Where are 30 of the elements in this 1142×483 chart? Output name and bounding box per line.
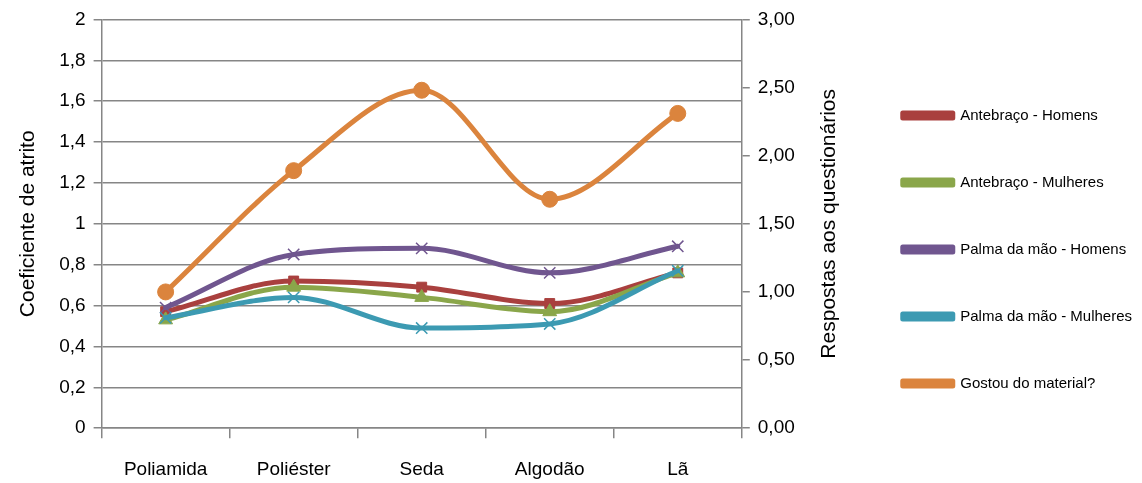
y-tick-label: 1 (75, 212, 86, 234)
y-tick-label: 0,6 (59, 293, 86, 315)
y-tick-label: 1,2 (59, 171, 86, 193)
legend-label: Antebraço - Mulheres (960, 172, 1104, 190)
y-tick-label: 0 (75, 416, 86, 438)
legend-label: Palma da mão - Mulheres (960, 306, 1133, 324)
y2-tick-label: 0,50 (757, 348, 795, 370)
x-tick-label: Algodão (514, 457, 585, 479)
y-tick-label: 1,8 (59, 48, 86, 70)
legend-label: Antebraço - Homens (960, 105, 1098, 123)
y2-tick-label: 1,00 (757, 280, 795, 302)
y-axis-title: Coeficiente de atrito (15, 130, 39, 318)
y-tick-label: 1,4 (59, 130, 87, 152)
y2-tick-label: 1,50 (757, 212, 795, 234)
y-tick-label: 0,8 (59, 252, 86, 274)
y2-tick-label: 3,00 (757, 7, 795, 29)
x-tick-label: Poliamida (123, 457, 208, 479)
y-tick-label: 0,2 (59, 375, 86, 397)
x-tick-label: Lã (667, 457, 689, 479)
y2-tick-label: 2,00 (757, 143, 795, 165)
x-tick-label: Seda (399, 457, 445, 479)
legend-label: Palma da mão - Homens (960, 239, 1127, 257)
y2-axis-title: Respostas aos questionários (815, 88, 839, 359)
y-tick-label: 0,4 (59, 334, 87, 356)
legend-label: Gostou do material? (960, 373, 1096, 391)
y2-tick-label: 2,50 (757, 75, 795, 97)
x-tick-label: Poliéster (256, 457, 332, 479)
y-tick-label: 2 (75, 7, 86, 29)
y2-tick-label: 0,00 (757, 416, 795, 438)
y-tick-label: 1,6 (59, 89, 86, 111)
